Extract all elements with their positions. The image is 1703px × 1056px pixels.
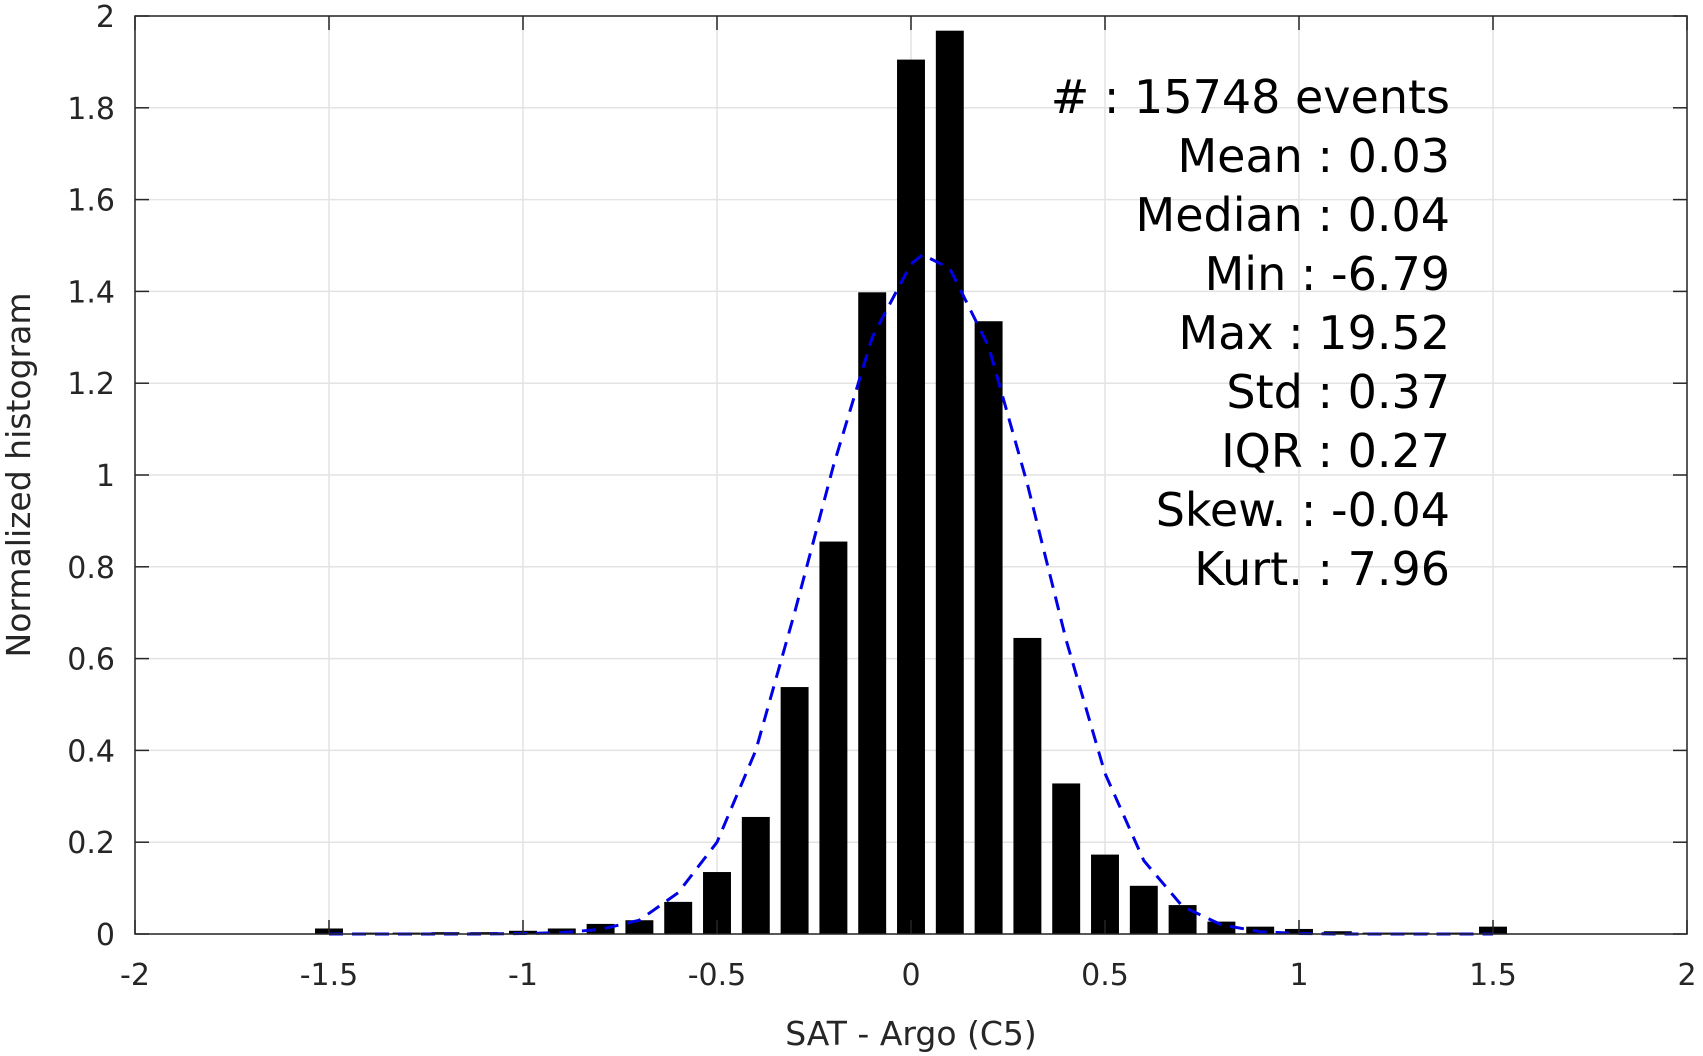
- histogram-bar: [1323, 931, 1352, 934]
- y-tick-label: 1.2: [67, 367, 115, 402]
- stat-value: : -6.79: [1286, 247, 1450, 301]
- histogram-bar: [819, 541, 848, 934]
- stat-value: : 0.37: [1303, 365, 1450, 419]
- x-tick-label: -0.5: [688, 958, 747, 993]
- stat-line: Median : 0.04: [1136, 188, 1450, 242]
- x-tick-label: -1.5: [300, 958, 359, 993]
- y-tick-label: 1.6: [67, 184, 115, 219]
- histogram-bar: [780, 687, 809, 934]
- stat-line: Mean : 0.03: [1177, 129, 1450, 183]
- stat-label: Std: [1226, 365, 1302, 419]
- stat-value: : 7.96: [1303, 542, 1450, 596]
- y-tick-labels: 0 0.2 0.4 0.6 0.8 1 1.2 1.4 1.6 1.8 2: [67, 0, 115, 953]
- y-tick-label: 2: [96, 0, 115, 35]
- stat-value: : 0.04: [1303, 188, 1450, 242]
- histogram-bar: [1207, 921, 1236, 934]
- x-tick-label: 0: [901, 958, 920, 993]
- histogram-bar: [897, 59, 925, 935]
- x-tick-label: -2: [120, 958, 150, 993]
- stat-line: Kurt. : 7.96: [1194, 542, 1450, 596]
- stat-label: Mean: [1177, 129, 1302, 183]
- histogram-bar: [1129, 885, 1158, 934]
- stat-value: : -0.04: [1286, 483, 1450, 537]
- x-tick-labels: -2 -1.5 -1 -0.5 0 0.5 1 1.5 2: [120, 958, 1697, 993]
- y-tick-label: 0: [96, 918, 115, 953]
- stat-label: IQR: [1221, 424, 1303, 478]
- stat-line: # : 15748 events: [1051, 70, 1450, 124]
- histogram-bar: [470, 932, 499, 934]
- histogram-bar: [741, 816, 770, 934]
- histogram-bar: [1013, 637, 1042, 934]
- histogram-bar: [664, 901, 693, 934]
- stat-line: Min : -6.79: [1205, 247, 1450, 301]
- y-tick-label: 1: [96, 459, 115, 494]
- histogram-bar: [974, 321, 1003, 934]
- histogram-bar: [1052, 783, 1081, 934]
- x-tick-label: 0.5: [1081, 958, 1129, 993]
- x-tick-label: 1: [1289, 958, 1308, 993]
- y-tick-label: 1.8: [67, 92, 115, 127]
- histogram-bar: [586, 923, 615, 934]
- stat-label: Median: [1136, 188, 1303, 242]
- y-tick-label: 0.4: [67, 734, 115, 769]
- x-tick-label: 1.5: [1469, 958, 1517, 993]
- fit-curve: [329, 252, 1493, 936]
- histogram-bar: [858, 292, 887, 934]
- stat-value: : 19.52: [1274, 306, 1450, 360]
- stat-value: : 15748 events: [1089, 70, 1450, 124]
- histogram-bar: [1168, 905, 1197, 934]
- x-axis-title: SAT - Argo (C5): [785, 1014, 1037, 1053]
- stat-line: Std : 0.37: [1226, 365, 1450, 419]
- y-tick-label: 0.2: [67, 826, 115, 861]
- y-axis-title: Normalized histogram: [0, 293, 38, 658]
- y-tick-label: 1.4: [67, 275, 115, 310]
- x-tick-label: -1: [508, 958, 538, 993]
- stat-label: Max: [1178, 306, 1273, 360]
- histogram-bar: [625, 920, 654, 934]
- stat-line: Skew. : -0.04: [1156, 483, 1450, 537]
- y-tick-label: 0.8: [67, 551, 115, 586]
- histogram-bar: [935, 30, 964, 935]
- stat-line: Max : 19.52: [1178, 306, 1450, 360]
- stat-value: : 0.03: [1303, 129, 1450, 183]
- stat-line: IQR : 0.27: [1221, 424, 1450, 478]
- stat-label: Min: [1205, 247, 1287, 301]
- stat-label: #: [1051, 70, 1090, 124]
- stat-value: : 0.27: [1303, 424, 1450, 478]
- bars: [315, 30, 1507, 935]
- stat-label: Kurt.: [1194, 542, 1303, 596]
- y-tick-label: 0.6: [67, 643, 115, 678]
- x-tick-label: 2: [1677, 958, 1696, 993]
- axis-ticks: [134, 15, 1688, 935]
- stat-label: Skew.: [1156, 483, 1287, 537]
